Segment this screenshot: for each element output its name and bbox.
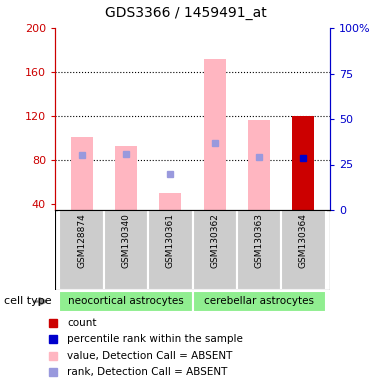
Text: GSM130340: GSM130340 (121, 213, 131, 268)
Text: count: count (68, 318, 97, 328)
Bar (115, 146, 137, 210)
Bar (204, 59, 226, 210)
Bar (148, 210, 193, 290)
Text: cell type: cell type (4, 296, 51, 306)
Bar (237, 210, 281, 290)
Bar (248, 119, 270, 210)
Text: GSM130361: GSM130361 (166, 213, 175, 268)
Text: cerebellar astrocytes: cerebellar astrocytes (204, 296, 314, 306)
Text: GSM130363: GSM130363 (255, 213, 263, 268)
Bar (70, 137, 93, 210)
Text: rank, Detection Call = ABSENT: rank, Detection Call = ABSENT (68, 367, 228, 377)
Bar (292, 116, 315, 210)
Text: value, Detection Call = ABSENT: value, Detection Call = ABSENT (68, 351, 233, 361)
Bar (104, 210, 148, 290)
Text: GDS3366 / 1459491_at: GDS3366 / 1459491_at (105, 6, 266, 20)
Text: neocortical astrocytes: neocortical astrocytes (68, 296, 184, 306)
Bar (193, 291, 326, 312)
Text: GSM128874: GSM128874 (77, 213, 86, 268)
Bar (281, 210, 326, 290)
Text: percentile rank within the sample: percentile rank within the sample (68, 334, 243, 344)
Bar (159, 194, 181, 210)
Bar (59, 210, 104, 290)
Text: GSM130364: GSM130364 (299, 213, 308, 268)
Text: GSM130362: GSM130362 (210, 213, 219, 268)
Bar (59, 291, 193, 312)
Bar (193, 210, 237, 290)
